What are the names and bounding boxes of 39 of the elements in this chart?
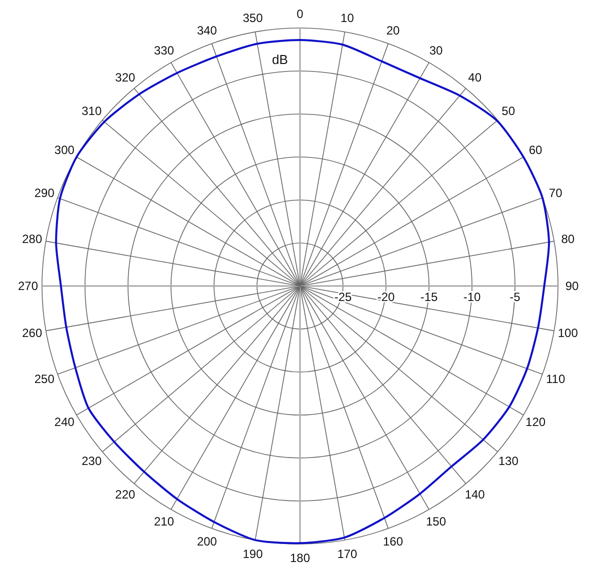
spoke-label: 130	[498, 454, 519, 468]
spoke-label: 290	[34, 186, 55, 200]
spoke-label: 160	[383, 534, 404, 549]
spoke-label: 280	[22, 232, 42, 246]
spoke-label: 100	[558, 326, 578, 340]
spoke-label: 320	[115, 70, 136, 85]
spoke-label: 230	[82, 454, 102, 468]
spoke-label: 300	[54, 143, 75, 157]
spoke-label: 250	[34, 372, 55, 386]
spoke-label: 200	[196, 534, 218, 549]
spoke-label: 50	[502, 104, 516, 118]
spoke-label: 340	[196, 23, 218, 38]
spoke-label: 240	[54, 415, 75, 429]
spoke-label: 220	[115, 487, 136, 502]
spoke-label: 70	[548, 186, 563, 200]
spoke-label: 120	[526, 415, 546, 429]
spoke-label: 350	[242, 11, 264, 26]
y-tick-label: -10	[463, 290, 481, 304]
spoke-label: 40	[468, 70, 482, 85]
spoke-label: 190	[242, 546, 264, 561]
spoke-label: 270	[18, 279, 38, 293]
spoke-label: 60	[528, 143, 543, 157]
spoke-label: 140	[464, 487, 486, 502]
spoke-label: 0	[296, 7, 304, 21]
spoke-label: 330	[154, 43, 174, 58]
spoke-label: 150	[426, 514, 446, 529]
text: dB	[272, 52, 288, 67]
spoke-label: 180	[290, 551, 310, 565]
spoke-label: 260	[22, 326, 42, 340]
spoke-label: 170	[337, 546, 358, 561]
spoke-label: 10	[340, 11, 354, 26]
spoke-label: 110	[546, 372, 566, 386]
spoke-label: 20	[386, 23, 400, 38]
spoke-label: 30	[429, 43, 443, 58]
y-tick-label: -20	[377, 290, 395, 304]
spoke-label: 210	[154, 514, 174, 529]
spoke-label: 310	[82, 104, 102, 118]
spoke-label: 80	[561, 232, 575, 246]
spoke-label: 90	[565, 279, 579, 293]
